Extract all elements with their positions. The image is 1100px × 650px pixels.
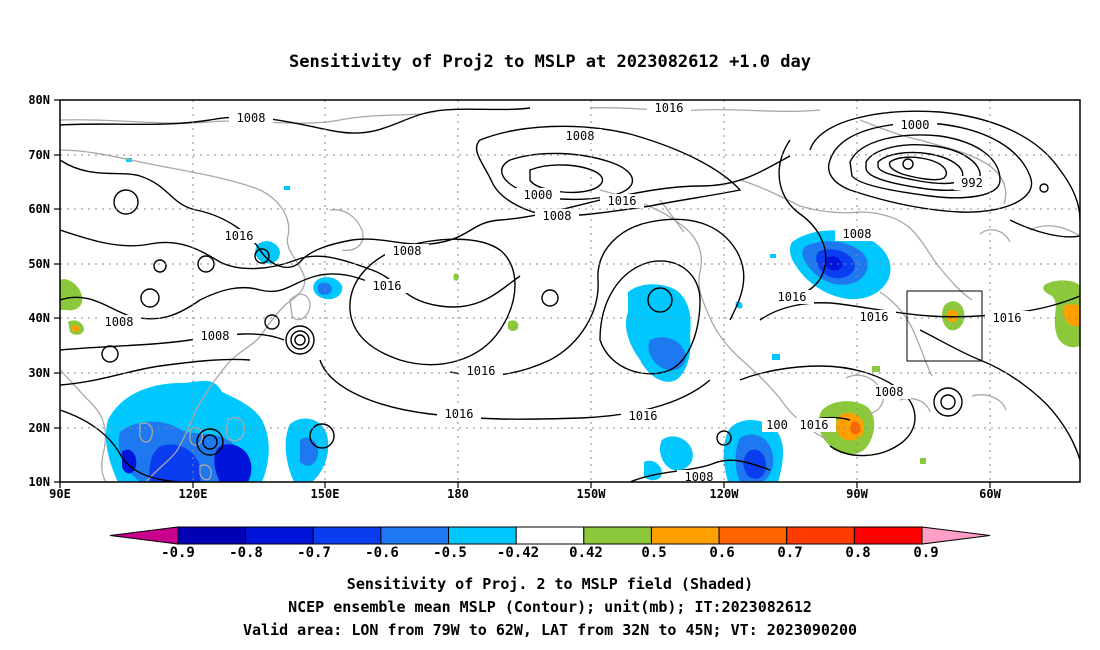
contour-label: 1000 — [524, 188, 553, 202]
map-frame — [59, 99, 1081, 483]
colorbar-cells — [109, 526, 991, 545]
valid-area-box — [906, 290, 983, 362]
colorbar-tick-label: 0.8 — [845, 545, 870, 561]
lon-tick-label: 60W — [979, 487, 1001, 501]
lon-tick-label: 120W — [710, 487, 740, 501]
lat-tick-label: 80N — [28, 93, 50, 107]
contour-label: 1016 — [993, 311, 1022, 325]
colorbar-tick-label: 0.42 — [569, 545, 603, 561]
colorbar-cell — [650, 526, 720, 545]
contour-label: 1008 — [566, 129, 595, 143]
lat-tick-label: 20N — [28, 421, 50, 435]
contour-label: 1016 — [445, 407, 474, 421]
contour-label: 1016 — [800, 418, 829, 432]
lat-lon-grid — [60, 100, 1080, 482]
colorbar: -0.9 -0.8 -0.7 -0.6 -0.5 -0.42 0.42 0.5 … — [109, 526, 991, 561]
map-panel: 1008 1016 1008 1000 1008 1016 1000 992 1… — [28, 93, 1081, 501]
colorbar-tick-label: -0.7 — [297, 545, 331, 561]
colorbar-cell — [177, 526, 247, 545]
colorbar-tick-label: 0.5 — [641, 545, 666, 561]
colorbar-cell — [718, 526, 788, 545]
lat-tick-labels: 80N 70N 60N 50N 40N 30N 20N 10N — [28, 93, 50, 489]
colorbar-tick-label: 0.9 — [913, 545, 938, 561]
contour-label: 1016 — [608, 194, 637, 208]
lat-tick-label: 10N — [28, 475, 50, 489]
axis-ticks — [54, 99, 991, 488]
colorbar-cell — [786, 526, 855, 545]
lat-tick-label: 30N — [28, 366, 50, 380]
lat-tick-label: 60N — [28, 202, 50, 216]
lat-tick-label: 40N — [28, 311, 50, 325]
lon-tick-label: 150W — [577, 487, 607, 501]
colorbar-tick-label: -0.8 — [229, 545, 263, 561]
contour-label: 992 — [961, 176, 983, 190]
contour-label: 100 — [766, 418, 788, 432]
captions: Sensitivity of Proj. 2 to MSLP field (Sh… — [243, 575, 857, 639]
contour-label: 1008 — [201, 329, 230, 343]
colorbar-tick-label: 0.7 — [777, 545, 802, 561]
colorbar-cell — [515, 526, 585, 545]
contour-label: 1016 — [467, 364, 496, 378]
contour-label: 1016 — [629, 409, 658, 423]
caption-line-3: Valid area: LON from 79W to 62W, LAT fro… — [243, 621, 857, 639]
colorbar-tick-label: -0.5 — [433, 545, 467, 561]
contour-label: 1008 — [685, 470, 714, 484]
contour-label: 1008 — [843, 227, 872, 241]
colorbar-cell — [245, 526, 314, 545]
contour-label: 1000 — [901, 118, 930, 132]
coastlines — [60, 106, 1080, 482]
colorbar-tick-label: -0.9 — [161, 545, 195, 561]
colorbar-tick-labels: -0.9 -0.8 -0.7 -0.6 -0.5 -0.42 0.42 0.5 … — [161, 545, 939, 561]
colorbar-cell — [380, 526, 450, 545]
lat-tick-label: 50N — [28, 257, 50, 271]
lon-tick-label: 150E — [311, 487, 340, 501]
contour-label: 1016 — [655, 101, 684, 115]
colorbar-tick-label: -0.6 — [365, 545, 399, 561]
lon-tick-label: 90W — [846, 487, 868, 501]
contour-label: 1008 — [105, 315, 134, 329]
lat-tick-label: 70N — [28, 148, 50, 162]
contour-label: 1016 — [225, 229, 254, 243]
contour-label: 1016 — [373, 279, 402, 293]
contour-label: 1016 — [778, 290, 807, 304]
colorbar-max-triangle — [921, 526, 991, 545]
contour-labels: 1008 1016 1008 1000 1008 1016 1000 992 1… — [104, 101, 1022, 484]
figure-title: Sensitivity of Proj2 to MSLP at 20230826… — [289, 52, 811, 72]
lon-tick-label: 120E — [179, 487, 208, 501]
contour-label: 1008 — [543, 209, 572, 223]
caption-line-2: NCEP ensemble mean MSLP (Contour); unit(… — [288, 598, 812, 616]
lon-tick-label: 90E — [49, 487, 71, 501]
colorbar-cell — [583, 526, 652, 545]
lon-tick-labels: 90E 120E 150E 180 150W 120W 90W 60W — [49, 487, 1001, 501]
colorbar-tick-label: 0.6 — [709, 545, 734, 561]
contour-label: 1008 — [875, 385, 904, 399]
lon-tick-label: 180 — [447, 487, 469, 501]
colorbar-cell — [448, 526, 517, 545]
contour-label: 1008 — [393, 244, 422, 258]
contour-label: 1016 — [860, 310, 889, 324]
colorbar-cell — [853, 526, 923, 545]
contour-label: 1008 — [237, 111, 266, 125]
colorbar-min-triangle — [109, 526, 179, 545]
caption-line-1: Sensitivity of Proj. 2 to MSLP field (Sh… — [347, 575, 753, 593]
colorbar-cell — [312, 526, 382, 545]
colorbar-tick-label: -0.42 — [497, 545, 539, 561]
